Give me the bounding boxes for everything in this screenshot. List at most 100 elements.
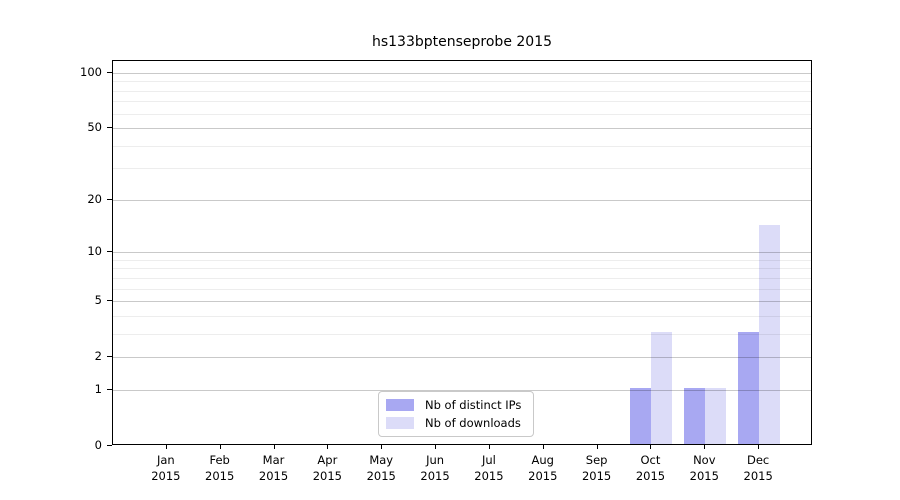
major-gridline xyxy=(113,301,811,303)
x-label-month: Sep xyxy=(585,453,608,467)
bars-layer xyxy=(113,61,811,444)
y-tick xyxy=(107,198,112,200)
minor-gridline xyxy=(113,113,811,115)
bar-downloads-dec xyxy=(759,225,781,444)
minor-gridline xyxy=(113,168,811,170)
legend-row: Nb of downloads xyxy=(386,416,521,430)
y-tick xyxy=(107,445,112,446)
y-tick-label: 1 xyxy=(94,381,102,396)
x-tick xyxy=(488,445,490,449)
legend-label: Nb of downloads xyxy=(425,416,521,430)
major-gridline xyxy=(113,199,811,201)
x-label-month: Apr xyxy=(317,453,338,467)
x-tick-label: Sep 2015 xyxy=(565,453,629,484)
chart-title: hs133bptenseprobe 2015 xyxy=(371,34,553,50)
y-tick xyxy=(107,251,112,253)
x-tick-label: May 2015 xyxy=(349,453,413,484)
y-tick-label: 20 xyxy=(87,191,102,206)
x-label-year: 2015 xyxy=(743,468,773,483)
x-tick xyxy=(219,445,221,449)
x-tick-label: Jan 2015 xyxy=(134,453,198,484)
x-tick-label: Apr 2015 xyxy=(295,453,359,484)
bar-distinct-ips-oct xyxy=(630,387,652,444)
minor-gridline xyxy=(113,81,811,83)
x-label-month: Oct xyxy=(640,453,661,467)
y-tick-label: 50 xyxy=(87,120,102,135)
bar-downloads-oct xyxy=(651,331,673,444)
x-label-year: 2015 xyxy=(312,468,343,483)
x-label-month: Aug xyxy=(531,453,554,467)
x-label-year: 2015 xyxy=(528,468,558,483)
x-tick xyxy=(650,445,652,449)
minor-gridline xyxy=(113,315,811,317)
x-label-year: 2015 xyxy=(581,468,612,483)
y-tick xyxy=(107,300,112,302)
x-tick xyxy=(327,445,329,449)
x-tick xyxy=(704,445,706,449)
major-gridline xyxy=(113,357,811,359)
x-tick-label: Jun 2015 xyxy=(403,453,467,484)
plot-area: Nb of distinct IPs Nb of downloads xyxy=(112,60,812,445)
x-label-month: May xyxy=(369,453,394,467)
y-tick xyxy=(107,127,112,129)
bar-downloads-nov xyxy=(705,387,727,444)
x-tick-label: Feb 2015 xyxy=(188,453,252,484)
y-tick-label: 10 xyxy=(87,244,102,259)
minor-gridline xyxy=(113,101,811,103)
y-tick xyxy=(107,356,112,358)
major-gridline xyxy=(113,72,811,74)
x-tick xyxy=(273,445,275,449)
y-tick xyxy=(107,388,112,390)
x-tick-label: Dec 2015 xyxy=(726,453,790,484)
x-label-year: 2015 xyxy=(258,468,289,483)
x-tick-label: Oct 2015 xyxy=(618,453,682,484)
x-label-month: Mar xyxy=(262,453,285,467)
x-label-month: Dec xyxy=(747,453,770,467)
minor-gridline xyxy=(113,268,811,270)
y-tick xyxy=(107,71,112,73)
x-label-year: 2015 xyxy=(420,468,450,483)
x-tick xyxy=(435,445,437,449)
x-tick xyxy=(542,445,544,449)
y-tick-label: 100 xyxy=(80,64,102,79)
legend-swatch-icon xyxy=(386,399,414,411)
x-label-year: 2015 xyxy=(205,468,235,483)
x-label-year: 2015 xyxy=(474,468,504,483)
major-gridline xyxy=(113,128,811,130)
x-tick-label: Aug 2015 xyxy=(511,453,575,484)
grid-layer xyxy=(113,61,811,444)
x-tick-label: Jul 2015 xyxy=(457,453,521,484)
x-label-month: Feb xyxy=(209,453,230,467)
x-label-month: Jul xyxy=(481,453,496,467)
x-tick xyxy=(596,445,598,449)
legend-row: Nb of distinct IPs xyxy=(386,398,521,412)
x-tick xyxy=(381,445,383,449)
bar-distinct-ips-dec xyxy=(738,331,760,444)
x-tick-label: Mar 2015 xyxy=(242,453,306,484)
minor-gridline xyxy=(113,145,811,147)
y-tick-label: 2 xyxy=(94,349,102,364)
x-label-year: 2015 xyxy=(151,468,181,483)
x-label-year: 2015 xyxy=(635,468,666,483)
x-label-month: Jun xyxy=(426,453,445,467)
y-tick-label: 0 xyxy=(94,438,102,452)
x-tick xyxy=(758,445,760,449)
y-tick-label: 5 xyxy=(94,293,102,308)
minor-gridline xyxy=(113,277,811,279)
major-gridline xyxy=(113,389,811,391)
x-label-month: Nov xyxy=(693,453,716,467)
x-label-month: Jan xyxy=(156,453,175,467)
x-label-year: 2015 xyxy=(689,468,719,483)
legend: Nb of distinct IPs Nb of downloads xyxy=(378,391,535,437)
legend-label: Nb of distinct IPs xyxy=(425,398,522,412)
legend-swatch-icon xyxy=(386,417,414,429)
minor-gridline xyxy=(113,259,811,261)
minor-gridline xyxy=(113,288,811,290)
minor-gridline xyxy=(113,333,811,335)
x-label-year: 2015 xyxy=(366,468,396,483)
bar-distinct-ips-nov xyxy=(684,387,706,444)
x-tick xyxy=(165,445,167,449)
major-gridline xyxy=(113,252,811,254)
x-tick-label: Nov 2015 xyxy=(672,453,736,484)
